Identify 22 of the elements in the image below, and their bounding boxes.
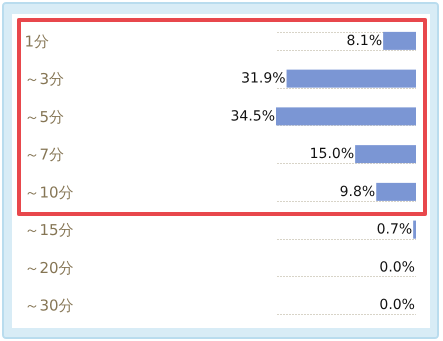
data-label: 9.8% [340, 184, 376, 200]
data-label: 31.9% [241, 70, 286, 87]
y-tick-label: ～5分 [24, 108, 64, 126]
y-tick-label: ～3分 [24, 70, 64, 88]
bar [413, 220, 416, 239]
bar [376, 182, 416, 201]
y-tick-label: ～10分 [24, 183, 74, 202]
y-tick-label: 1分 [24, 32, 50, 50]
data-label: 15.0% [310, 146, 354, 162]
bar [355, 145, 416, 164]
data-label: 0.0% [379, 259, 415, 276]
data-label: 0.7% [376, 222, 412, 238]
y-tick-label: ～15分 [24, 221, 74, 240]
bar [286, 70, 416, 88]
data-label: 8.1% [346, 32, 382, 49]
data-label: 0.0% [379, 297, 415, 314]
y-tick-label: ～30分 [24, 296, 74, 315]
y-tick-label: ～7分 [24, 146, 64, 164]
bar [383, 32, 416, 50]
data-label: 34.5% [230, 108, 275, 124]
y-tick-label: ～20分 [24, 258, 74, 277]
bar [276, 107, 416, 126]
